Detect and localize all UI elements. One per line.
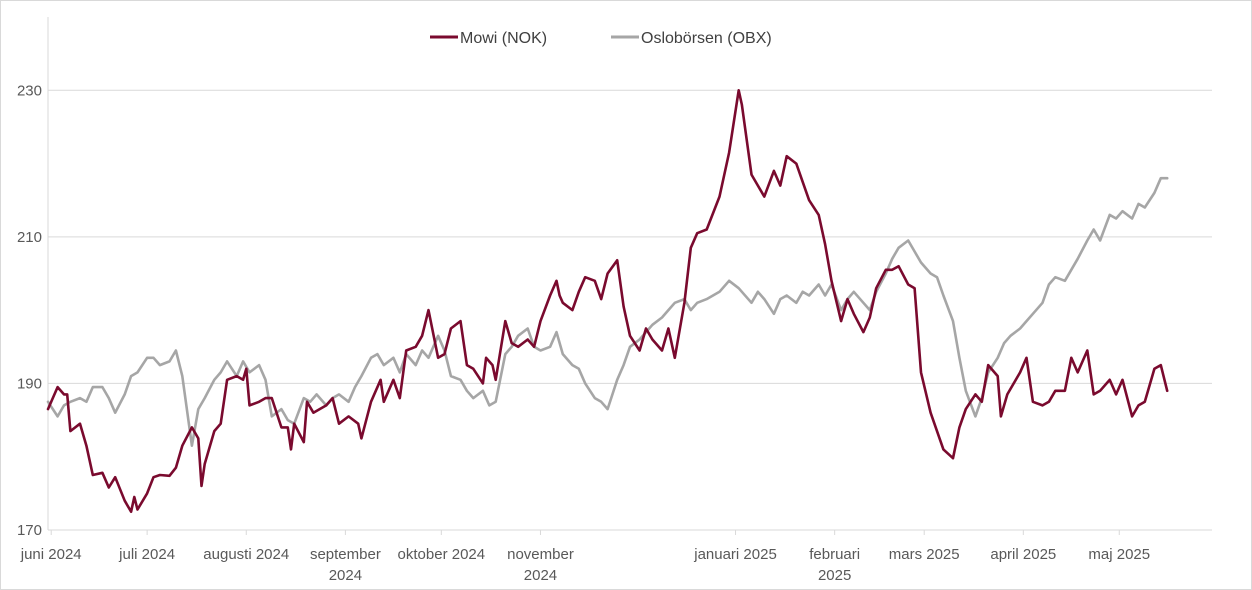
x-tick-label: januari 2025 (693, 546, 777, 563)
y-tick-label: 190 (17, 375, 42, 392)
x-axis: juni 2024 juli 2024 augusti 2024 september 2… (20, 529, 1212, 584)
y-axis: 170 190 210 230 (17, 17, 49, 539)
legend-label: Oslobörsen (OBX) (641, 30, 772, 47)
legend-label: Mowi (NOK) (460, 30, 547, 47)
x-tick-label: februari 2025 (809, 546, 860, 584)
x-tick-label: september 2024 (310, 546, 381, 584)
series-line-mowi-nok (46, 89, 1169, 513)
x-tick-label: mars 2025 (889, 546, 960, 563)
y-tick-label: 230 (17, 82, 42, 99)
series-layer (46, 89, 1169, 513)
x-tick-label: oktober 2024 (398, 546, 486, 563)
y-tick-label: 210 (17, 229, 42, 246)
gridlines (48, 89, 1212, 384)
x-tick-label: juni 2024 (20, 546, 82, 563)
x-tick-label: augusti 2024 (203, 546, 289, 563)
x-tick-label: april 2025 (990, 546, 1056, 563)
x-tick-label: maj 2025 (1088, 546, 1150, 563)
legend: Mowi (NOK) Oslobörsen (OBX) (430, 30, 772, 47)
x-tick-label: juli 2024 (118, 546, 175, 563)
y-tick-label: 170 (17, 522, 42, 539)
x-tick-label: november 2024 (507, 546, 574, 584)
